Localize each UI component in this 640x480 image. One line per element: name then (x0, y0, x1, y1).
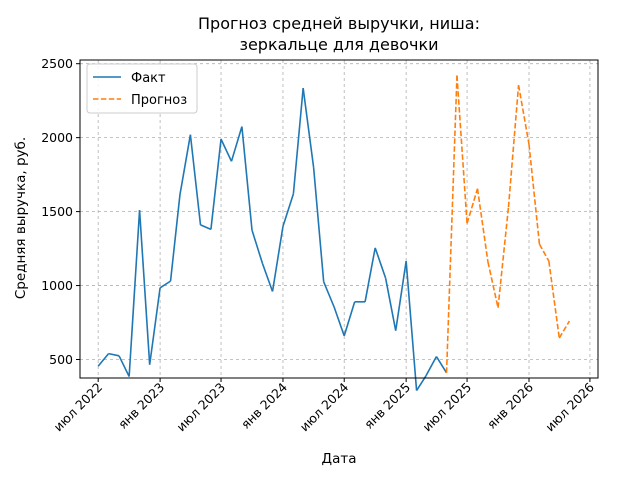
y-tick-label: 1000 (41, 278, 73, 293)
series-segment (138, 210, 151, 365)
series-segment (425, 356, 438, 377)
series-segment (251, 229, 264, 264)
series-segment (374, 247, 387, 279)
series-segment (159, 280, 171, 289)
series-segment (476, 188, 489, 263)
series-segment (466, 188, 479, 224)
series-segment (241, 126, 253, 231)
series-segment (394, 261, 407, 331)
series-segment (364, 247, 376, 302)
series-segment (302, 87, 315, 168)
series-segment (528, 144, 541, 245)
series-layer (97, 75, 571, 392)
series-segment (548, 261, 561, 339)
chart-title-line-1: Прогноз средней выручки, ниша: (198, 14, 480, 33)
series-segment (558, 320, 571, 339)
series-segment (343, 301, 356, 337)
legend-label-fact: Факт (131, 71, 166, 86)
series-segment (230, 126, 243, 162)
series-segment (517, 85, 530, 145)
series-segment (507, 85, 520, 208)
y-axis-label: Средняя выручка, руб. (13, 137, 29, 299)
series-segment (312, 167, 325, 282)
series-segment (97, 353, 110, 367)
series-segment (118, 355, 130, 377)
series-segment (200, 224, 212, 231)
series-segment (435, 356, 448, 374)
y-tick-label: 2500 (41, 56, 73, 71)
series-segment (220, 138, 233, 162)
series-segment (292, 88, 304, 194)
series-segment (333, 306, 345, 337)
series-segment (261, 263, 274, 292)
series-segment (128, 210, 141, 377)
series-segment (148, 287, 161, 365)
series-segment (108, 352, 120, 357)
legend-label-forecast: Прогноз (131, 93, 187, 108)
chart-title-line-2: зеркальце для девочки (239, 35, 438, 54)
legend: Факт Прогноз (86, 63, 198, 114)
series-segment (282, 193, 295, 227)
series-segment (497, 207, 510, 308)
series-segment (189, 134, 202, 226)
y-tick-label: 1500 (41, 204, 73, 219)
y-tick-label: 2000 (41, 130, 73, 145)
series-segment (271, 226, 284, 292)
series-segment (322, 281, 335, 308)
y-tick-label: 500 (49, 352, 73, 367)
x-axis-label: Дата (322, 451, 357, 467)
series-segment (538, 243, 550, 262)
series-segment (210, 139, 222, 230)
series-segment (405, 261, 418, 391)
series-segment (456, 75, 468, 224)
series-segment (179, 134, 192, 195)
plot-frame (79, 59, 599, 379)
series-segment (445, 75, 458, 373)
series-segment (384, 278, 397, 331)
y-axis-ticks: 500 1000 1500 2000 2500 (41, 56, 80, 367)
series-segment (169, 194, 181, 282)
series-fact (97, 87, 448, 392)
series-forecast (445, 75, 571, 373)
